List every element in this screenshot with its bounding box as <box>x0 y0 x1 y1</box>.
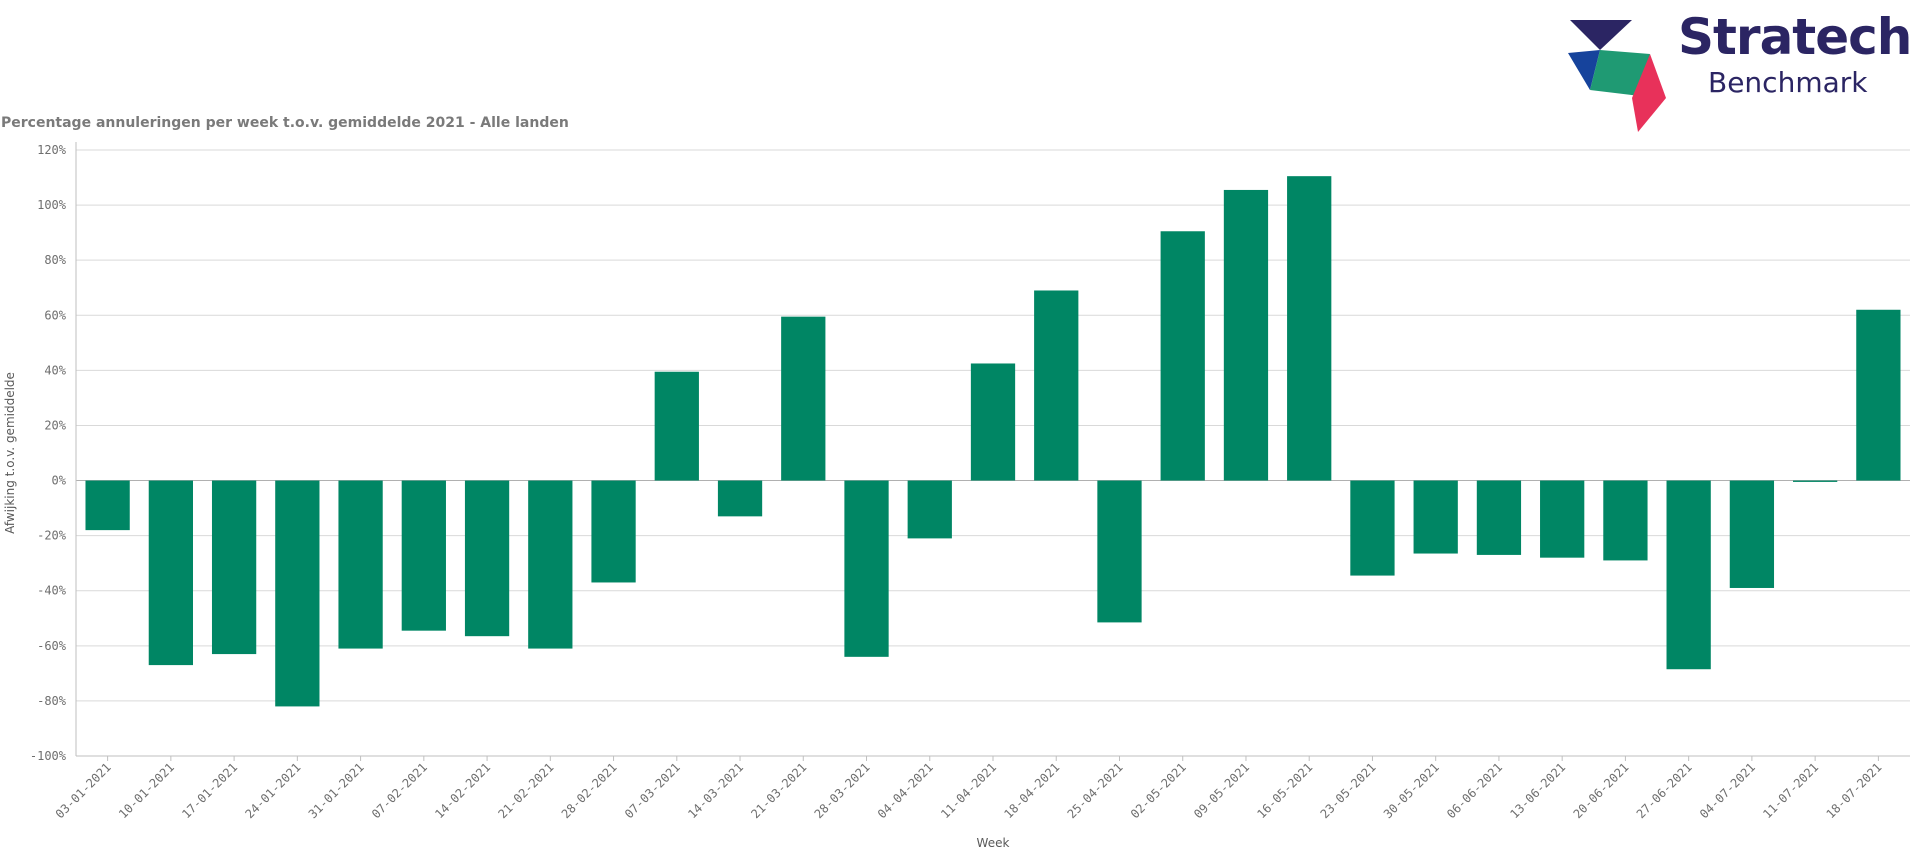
logo-mark-blue <box>1568 50 1600 90</box>
bar[interactable] <box>1223 189 1269 481</box>
x-tick-label: 28-03-2021 <box>812 760 873 821</box>
x-axis-label: Week <box>977 836 1010 850</box>
bar[interactable] <box>717 480 763 517</box>
x-tick-label: 24-01-2021 <box>242 760 303 821</box>
x-tick-label: 21-02-2021 <box>495 760 556 821</box>
bar[interactable] <box>401 480 446 631</box>
y-axis-label: Afwijking t.o.v. gemiddelde <box>3 372 17 534</box>
bar[interactable] <box>1793 480 1838 482</box>
stratech-benchmark-logo: Stratech Benchmark <box>1560 8 1912 138</box>
bar[interactable] <box>464 480 510 637</box>
bar[interactable] <box>591 480 636 583</box>
x-tick-label: 23-05-2021 <box>1318 760 1379 821</box>
x-tick-label: 27-06-2021 <box>1634 760 1695 821</box>
bar[interactable] <box>338 480 383 649</box>
x-tick-label: 09-05-2021 <box>1191 760 1252 821</box>
x-tick-label: 14-03-2021 <box>685 760 746 821</box>
x-tick-label: 14-02-2021 <box>432 760 493 821</box>
bar[interactable] <box>85 480 130 531</box>
bars <box>85 176 1901 707</box>
y-tick-labels: 120% 100% 80% 60% 40% 20% 0% -20% -40% -60% -80% -1… <box>30 143 67 763</box>
bar[interactable] <box>1540 480 1585 558</box>
x-tick-label: 28-02-2021 <box>559 760 620 821</box>
x-tick-label: 07-03-2021 <box>622 760 683 821</box>
y-tick-label: -100% <box>30 749 67 763</box>
x-tick-label: 30-05-2021 <box>1381 760 1442 821</box>
x-tick-label: 17-01-2021 <box>179 760 240 821</box>
logo-mark-navy <box>1570 20 1632 50</box>
bar[interactable] <box>1160 231 1205 481</box>
x-tick-label: 02-05-2021 <box>1128 760 1189 821</box>
logo-mark-red <box>1632 54 1666 132</box>
bar[interactable] <box>907 480 952 539</box>
bar[interactable] <box>528 480 573 649</box>
x-tick-label: 07-02-2021 <box>369 760 430 821</box>
y-tick-label: 80% <box>44 253 66 267</box>
bar[interactable] <box>1666 480 1711 670</box>
logo-mark-green <box>1590 50 1650 96</box>
y-tick-label: 40% <box>44 363 66 377</box>
x-tick-label: 31-01-2021 <box>306 760 367 821</box>
bar[interactable] <box>211 480 257 655</box>
logo-word-stratech: Stratech <box>1678 8 1912 66</box>
y-tick-label: -80% <box>37 694 67 708</box>
gridlines <box>76 149 1910 757</box>
y-tick-label: 0% <box>52 474 67 488</box>
x-tick-label: 18-04-2021 <box>1001 760 1062 821</box>
bar[interactable] <box>1097 480 1142 623</box>
bar[interactable] <box>1729 480 1775 588</box>
x-tick-label: 21-03-2021 <box>748 760 809 821</box>
bar[interactable] <box>781 316 826 481</box>
x-tick-label: 06-06-2021 <box>1444 760 1505 821</box>
bar[interactable] <box>1413 480 1458 554</box>
logo-word-benchmark: Benchmark <box>1708 66 1868 99</box>
x-tick-label: 10-01-2021 <box>116 760 177 821</box>
bar[interactable] <box>1350 480 1395 576</box>
bar[interactable] <box>1856 309 1901 481</box>
x-tick-label: 18-07-2021 <box>1824 760 1885 821</box>
bar[interactable] <box>844 480 889 657</box>
y-tick-label: -40% <box>37 584 67 598</box>
x-tick-label: 20-06-2021 <box>1571 760 1632 821</box>
bar[interactable] <box>1603 480 1648 561</box>
bar[interactable] <box>148 480 193 666</box>
y-tick-label: 120% <box>37 143 67 157</box>
bar[interactable] <box>970 363 1016 481</box>
x-tick-label: 11-04-2021 <box>938 760 999 821</box>
y-tick-label: 60% <box>44 308 66 322</box>
y-tick-label: -20% <box>37 529 67 543</box>
y-tick-label: -60% <box>37 639 67 653</box>
bar[interactable] <box>1034 290 1079 481</box>
logo-mark-icon <box>1568 20 1666 132</box>
x-tick-label: 04-07-2021 <box>1697 760 1758 821</box>
x-tick-label: 25-04-2021 <box>1065 760 1126 821</box>
x-tick-label: 13-06-2021 <box>1507 760 1568 821</box>
y-tick-label: 100% <box>37 198 67 212</box>
y-tick-label: 20% <box>44 418 66 432</box>
bar[interactable] <box>654 371 699 481</box>
chart-title: Percentage annuleringen per week t.o.v. … <box>1 115 569 131</box>
bar[interactable] <box>275 480 320 707</box>
x-tick-label: 03-01-2021 <box>53 760 114 821</box>
axes <box>75 142 1910 761</box>
x-tick-label: 11-07-2021 <box>1760 760 1821 821</box>
x-tick-label: 16-05-2021 <box>1254 760 1315 821</box>
x-tick-label: 04-04-2021 <box>875 760 936 821</box>
bar[interactable] <box>1287 176 1332 481</box>
bar[interactable] <box>1476 480 1522 555</box>
x-tick-labels: 03-01-2021 10-01-2021 17-01-2021 24-01-2021… <box>53 760 1885 821</box>
